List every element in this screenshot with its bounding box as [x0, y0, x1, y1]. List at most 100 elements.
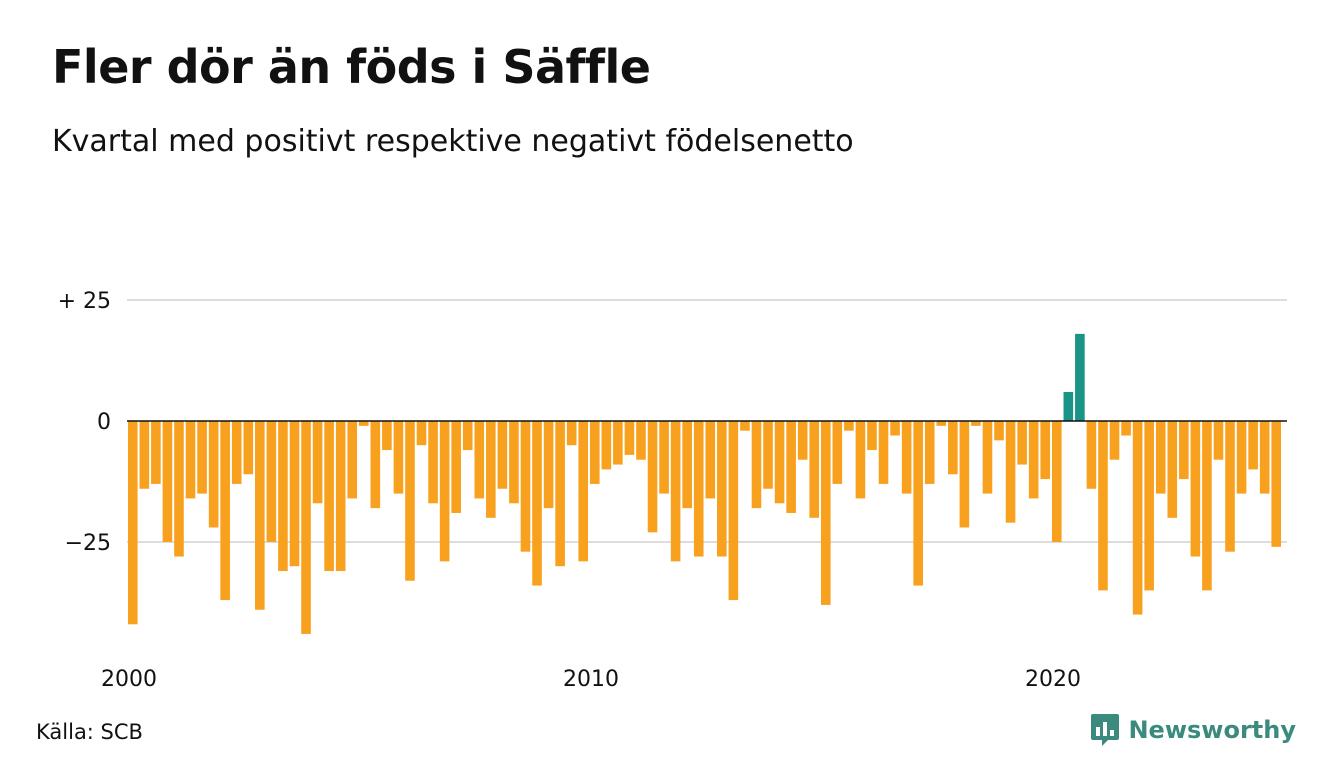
bars [127, 333, 1282, 634]
bar-chart: + 25 0 −25 2000 2010 2020 [58, 289, 1287, 692]
bar [924, 421, 935, 484]
bar [1259, 421, 1270, 494]
bar [763, 421, 773, 489]
chart-subtitle: Kvartal med positivt respektive negativt… [52, 124, 854, 159]
bar [774, 421, 785, 504]
bar [959, 421, 970, 528]
bar [647, 421, 658, 533]
bar [185, 421, 196, 499]
bar [1109, 421, 1120, 460]
bar [451, 421, 461, 513]
bar [670, 421, 681, 562]
bar [462, 421, 473, 451]
bar [1017, 421, 1027, 465]
bar [1213, 421, 1224, 460]
y-tick-label: 0 [97, 410, 111, 435]
bar [358, 421, 369, 426]
bar [1005, 421, 1016, 523]
bar [936, 421, 947, 426]
bar [994, 421, 1004, 441]
bar [278, 421, 288, 572]
bar [1063, 391, 1074, 421]
bar [347, 421, 358, 499]
bar [820, 421, 831, 605]
bar [243, 421, 254, 475]
bar [174, 421, 184, 557]
bar [901, 421, 912, 494]
bar [659, 421, 669, 494]
bar [1271, 421, 1282, 547]
bar [832, 421, 843, 484]
bar [1028, 421, 1039, 499]
bar [289, 421, 300, 567]
gridlines [127, 299, 1287, 543]
bar [740, 421, 750, 431]
bar [1202, 421, 1212, 591]
bar [370, 421, 381, 509]
y-tick-label: −25 [65, 531, 111, 556]
bar [127, 421, 138, 625]
bar [1225, 421, 1235, 552]
bar [1098, 421, 1108, 591]
bar [601, 421, 612, 470]
bar [1190, 421, 1201, 557]
bar [855, 421, 866, 499]
bar [1248, 421, 1258, 470]
bar [1144, 421, 1154, 591]
bar [913, 421, 923, 586]
bar [416, 421, 427, 446]
bar [428, 421, 438, 504]
bar [636, 421, 646, 460]
bar [266, 421, 277, 542]
bar [682, 421, 692, 509]
brand-name: Newsworthy [1128, 716, 1296, 744]
bar [486, 421, 496, 518]
bar [520, 421, 531, 552]
bar [728, 421, 739, 601]
bar [301, 421, 311, 634]
bar [162, 421, 173, 542]
bar [878, 421, 889, 484]
bar [220, 421, 230, 601]
bar [151, 421, 161, 484]
bar [255, 421, 265, 610]
bar [509, 421, 519, 504]
x-tick-label: 2000 [101, 667, 157, 692]
bar [324, 421, 334, 572]
bar [1155, 421, 1166, 494]
bar [335, 421, 346, 572]
newsworthy-logo-icon [1091, 714, 1120, 746]
bar [948, 421, 958, 475]
bar [717, 421, 727, 557]
x-tick-label: 2010 [563, 667, 619, 692]
bar [405, 421, 415, 581]
bar [786, 421, 796, 513]
bar [624, 421, 635, 455]
bar [1179, 421, 1189, 480]
bar [139, 421, 150, 489]
bar [1086, 421, 1097, 489]
bar [1051, 421, 1062, 542]
bar [474, 421, 485, 499]
bar [751, 421, 762, 509]
bar [566, 421, 577, 446]
y-tick-label: + 25 [58, 289, 111, 314]
bar [555, 421, 565, 567]
x-axis-ticks: 2000 2010 2020 [101, 667, 1081, 692]
bar [705, 421, 716, 499]
bar [208, 421, 219, 528]
bar [589, 421, 600, 484]
x-tick-label: 2020 [1025, 667, 1081, 692]
bar [197, 421, 207, 494]
bar [439, 421, 450, 562]
bar [797, 421, 808, 460]
brand-logo: Newsworthy [1090, 712, 1296, 748]
bar [982, 421, 993, 494]
bar [1167, 421, 1178, 518]
bar [1121, 421, 1131, 436]
bar [1236, 421, 1247, 494]
bar [532, 421, 542, 586]
bar [382, 421, 392, 451]
bar [1040, 421, 1051, 480]
bar [1075, 333, 1085, 421]
